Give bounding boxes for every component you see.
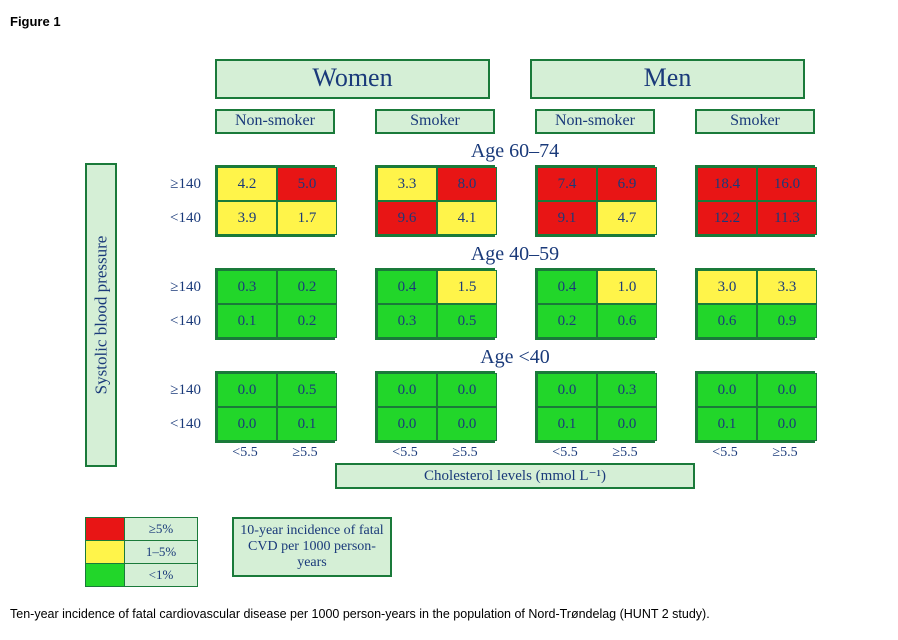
risk-grid: 7.46.99.14.7	[535, 165, 655, 237]
risk-grid: 18.416.012.211.3	[695, 165, 815, 237]
risk-cell: 5.0	[277, 167, 337, 201]
risk-cell: 0.1	[697, 407, 757, 441]
chol-tick: ≥5.5	[435, 445, 495, 461]
risk-cell: 4.1	[437, 201, 497, 235]
risk-cell: 18.4	[697, 167, 757, 201]
bp-row-label: <140	[125, 304, 215, 338]
smoker-header: Smoker	[375, 109, 495, 134]
risk-cell: 6.9	[597, 167, 657, 201]
smoker-header: Non-smoker	[535, 109, 655, 134]
risk-cell: 0.2	[537, 304, 597, 338]
legend: ≥5%1–5%<1%	[85, 517, 198, 587]
legend-swatch	[86, 518, 125, 541]
risk-cell: 0.5	[437, 304, 497, 338]
risk-cell: 7.4	[537, 167, 597, 201]
risk-cell: 0.3	[597, 373, 657, 407]
figure-caption: Ten-year incidence of fatal cardiovascul…	[10, 607, 888, 621]
bp-row-label: <140	[125, 407, 215, 441]
bp-row-label: ≥140	[125, 167, 215, 201]
x-axis-label: Cholesterol levels (mmol L⁻¹)	[335, 463, 695, 489]
risk-cell: 3.9	[217, 201, 277, 235]
bp-row-label: <140	[125, 201, 215, 235]
risk-cell: 3.3	[377, 167, 437, 201]
bp-row-label: ≥140	[125, 373, 215, 407]
risk-cell: 3.3	[757, 270, 817, 304]
risk-cell: 0.6	[597, 304, 657, 338]
risk-cell: 1.7	[277, 201, 337, 235]
gender-header-women: Women	[215, 59, 490, 99]
legend-swatch	[86, 564, 125, 587]
risk-cell: 0.2	[277, 270, 337, 304]
risk-cell: 4.7	[597, 201, 657, 235]
risk-cell: 11.3	[757, 201, 817, 235]
age-band-label: Age 60–74	[215, 140, 815, 163]
risk-cell: 0.0	[757, 373, 817, 407]
risk-cell: 0.0	[597, 407, 657, 441]
chol-tick: ≥5.5	[595, 445, 655, 461]
risk-grid: 0.00.30.10.0	[535, 371, 655, 443]
risk-cell: 1.0	[597, 270, 657, 304]
risk-cell: 0.1	[537, 407, 597, 441]
chol-tick: <5.5	[215, 445, 275, 461]
risk-grid: 0.00.50.00.1	[215, 371, 335, 443]
risk-cell: 0.0	[437, 407, 497, 441]
y-axis-label: Systolic blood pressure	[91, 236, 111, 395]
y-axis-label-strip: Systolic blood pressure	[85, 163, 117, 467]
risk-grid: 4.25.03.91.7	[215, 165, 335, 237]
risk-grid: 0.00.00.10.0	[695, 371, 815, 443]
risk-grid: 3.38.09.64.1	[375, 165, 495, 237]
chol-tick: <5.5	[375, 445, 435, 461]
age-band-label: Age <40	[215, 346, 815, 369]
risk-cell: 0.0	[437, 373, 497, 407]
risk-cell: 9.6	[377, 201, 437, 235]
risk-grid: 0.00.00.00.0	[375, 371, 495, 443]
legend-swatch	[86, 541, 125, 564]
risk-cell: 8.0	[437, 167, 497, 201]
figure-label: Figure 1	[10, 14, 888, 29]
chol-tick: <5.5	[695, 445, 755, 461]
risk-cell: 1.5	[437, 270, 497, 304]
age-band-label: Age 40–59	[215, 243, 815, 266]
risk-cell: 4.2	[217, 167, 277, 201]
risk-grid: 0.41.00.20.6	[535, 268, 655, 340]
legend-label: 1–5%	[125, 541, 198, 564]
risk-cell: 0.0	[377, 373, 437, 407]
risk-cell: 0.2	[277, 304, 337, 338]
risk-cell: 0.6	[697, 304, 757, 338]
bp-row-label: ≥140	[125, 270, 215, 304]
risk-cell: 0.1	[217, 304, 277, 338]
risk-cell: 0.0	[377, 407, 437, 441]
risk-cell: 0.3	[217, 270, 277, 304]
risk-cell: 0.0	[697, 373, 757, 407]
chol-tick: ≥5.5	[755, 445, 815, 461]
risk-chart: Systolic blood pressure Women Men Non-sm…	[85, 59, 845, 489]
risk-cell: 0.0	[217, 407, 277, 441]
risk-cell: 12.2	[697, 201, 757, 235]
risk-cell: 0.3	[377, 304, 437, 338]
risk-cell: 0.0	[537, 373, 597, 407]
chol-tick: <5.5	[535, 445, 595, 461]
risk-grid: 0.30.20.10.2	[215, 268, 335, 340]
legend-description: 10-year incidence of fatal CVD per 1000 …	[232, 517, 392, 577]
risk-grid: 3.03.30.60.9	[695, 268, 815, 340]
risk-cell: 9.1	[537, 201, 597, 235]
smoker-header: Smoker	[695, 109, 815, 134]
legend-label: <1%	[125, 564, 198, 587]
risk-cell: 0.5	[277, 373, 337, 407]
risk-cell: 0.9	[757, 304, 817, 338]
smoker-header: Non-smoker	[215, 109, 335, 134]
risk-cell: 0.0	[757, 407, 817, 441]
risk-cell: 0.4	[377, 270, 437, 304]
legend-label: ≥5%	[125, 518, 198, 541]
risk-cell: 0.0	[217, 373, 277, 407]
risk-cell: 16.0	[757, 167, 817, 201]
gender-header-men: Men	[530, 59, 805, 99]
risk-cell: 3.0	[697, 270, 757, 304]
risk-grid: 0.41.50.30.5	[375, 268, 495, 340]
risk-cell: 0.1	[277, 407, 337, 441]
chol-tick: ≥5.5	[275, 445, 335, 461]
risk-cell: 0.4	[537, 270, 597, 304]
